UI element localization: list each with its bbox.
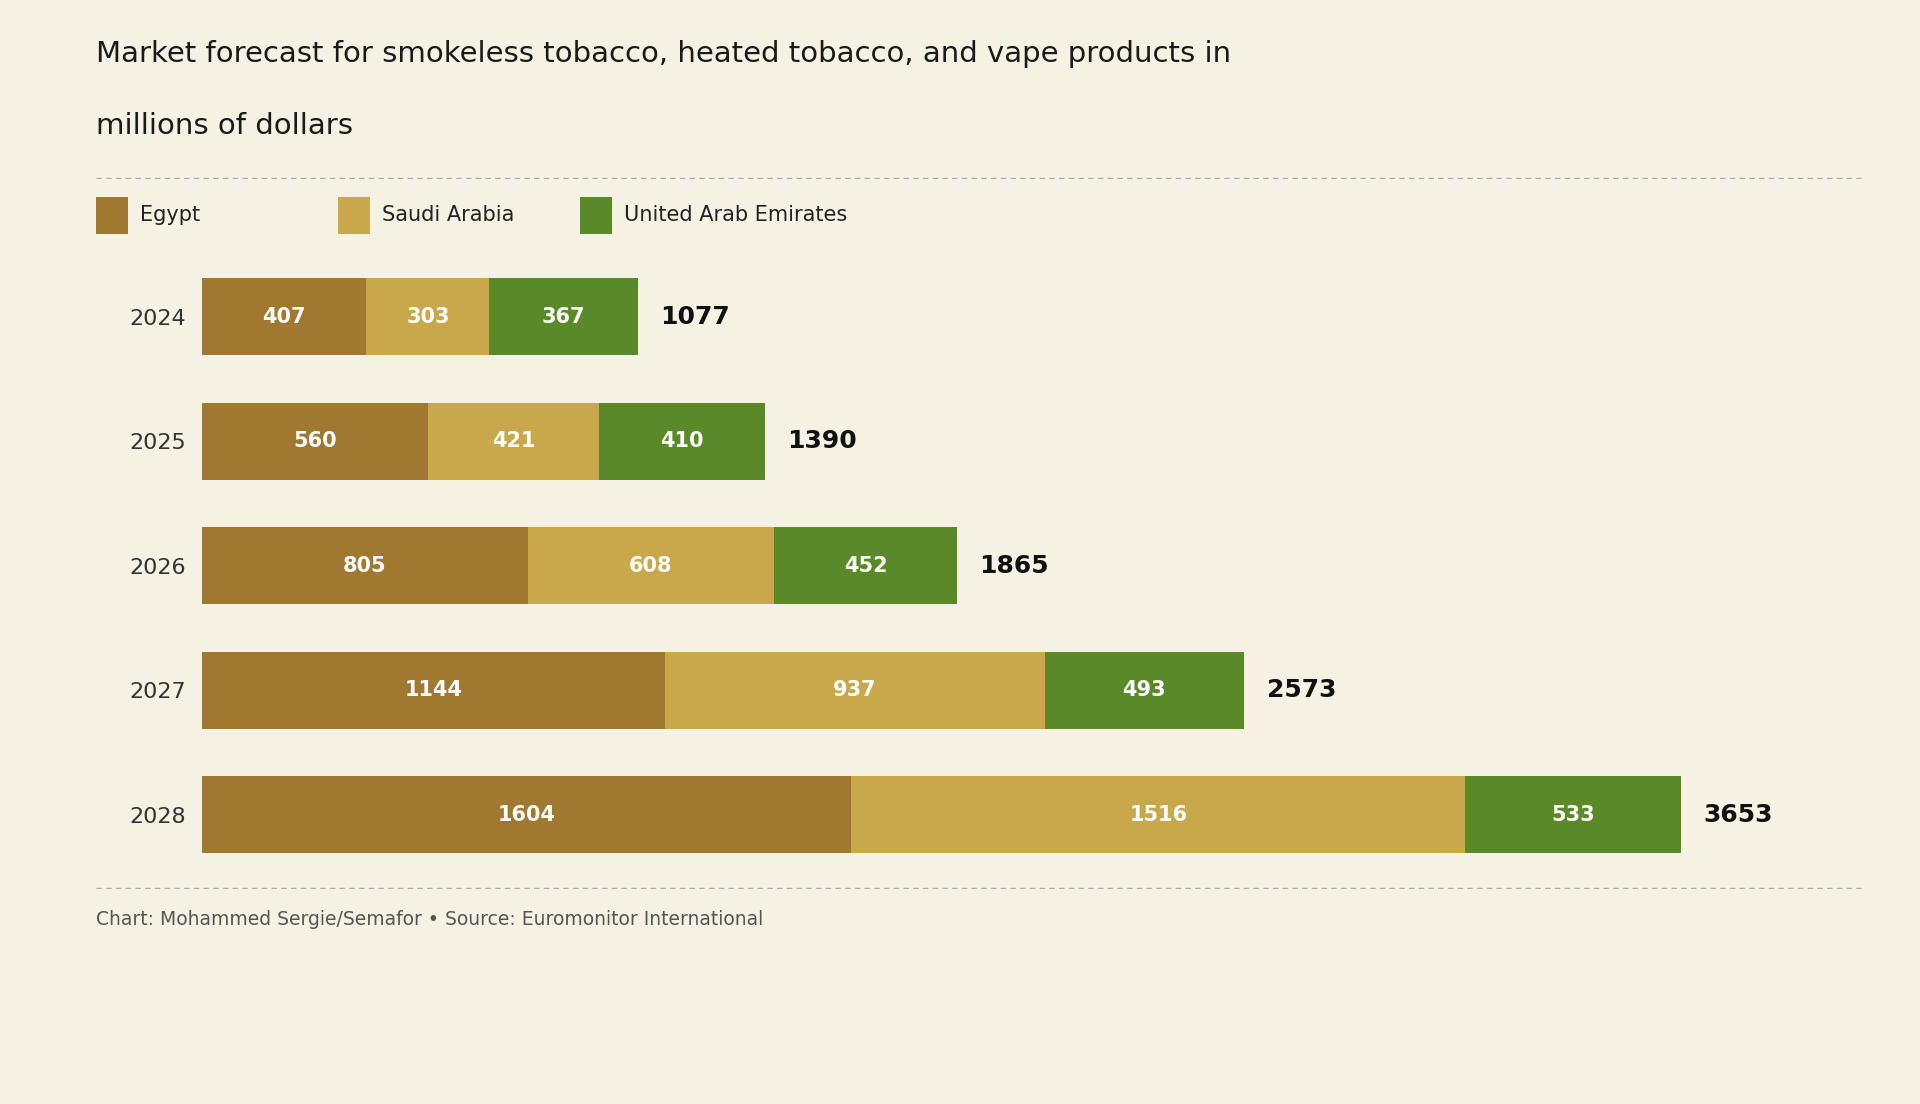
Text: 367: 367 bbox=[541, 307, 586, 327]
Text: 805: 805 bbox=[344, 555, 386, 576]
Text: Saudi Arabia: Saudi Arabia bbox=[382, 205, 515, 225]
Text: 303: 303 bbox=[407, 307, 449, 327]
Bar bbox=[490, 278, 637, 355]
Text: 2573: 2573 bbox=[1267, 678, 1336, 702]
Bar bbox=[774, 528, 956, 604]
Bar bbox=[202, 651, 664, 729]
FancyBboxPatch shape bbox=[580, 198, 612, 234]
Bar bbox=[367, 278, 490, 355]
Bar bbox=[428, 403, 599, 480]
Text: 493: 493 bbox=[1123, 680, 1165, 700]
Text: 1077: 1077 bbox=[660, 305, 730, 329]
Text: 3653: 3653 bbox=[1703, 803, 1772, 827]
Bar bbox=[1465, 776, 1682, 853]
Text: 410: 410 bbox=[660, 432, 705, 452]
Bar bbox=[599, 403, 764, 480]
Bar bbox=[1044, 651, 1244, 729]
Bar bbox=[528, 528, 774, 604]
Text: United Arab Emirates: United Arab Emirates bbox=[624, 205, 847, 225]
Text: 452: 452 bbox=[843, 555, 887, 576]
Text: 533: 533 bbox=[1551, 805, 1596, 825]
Text: 1390: 1390 bbox=[787, 429, 856, 454]
Text: millions of dollars: millions of dollars bbox=[96, 113, 353, 140]
Text: 608: 608 bbox=[630, 555, 672, 576]
Text: Market forecast for smokeless tobacco, heated tobacco, and vape products in: Market forecast for smokeless tobacco, h… bbox=[96, 41, 1231, 68]
Text: 1865: 1865 bbox=[979, 554, 1048, 577]
Bar bbox=[202, 528, 528, 604]
Text: 1516: 1516 bbox=[1129, 805, 1187, 825]
Text: SEMAFOR: SEMAFOR bbox=[94, 1006, 334, 1049]
Bar bbox=[202, 403, 428, 480]
FancyBboxPatch shape bbox=[338, 198, 371, 234]
Bar bbox=[202, 278, 367, 355]
Bar bbox=[851, 776, 1465, 853]
Text: 421: 421 bbox=[492, 432, 536, 452]
Text: 1144: 1144 bbox=[405, 680, 463, 700]
Text: 560: 560 bbox=[294, 432, 336, 452]
Bar bbox=[664, 651, 1044, 729]
Text: 1604: 1604 bbox=[497, 805, 555, 825]
Text: 937: 937 bbox=[833, 680, 877, 700]
Text: Chart: Mohammed Sergie/Semafor • Source: Euromonitor International: Chart: Mohammed Sergie/Semafor • Source:… bbox=[96, 910, 764, 930]
Text: Egypt: Egypt bbox=[140, 205, 200, 225]
Bar bbox=[202, 776, 851, 853]
Text: 407: 407 bbox=[263, 307, 305, 327]
FancyBboxPatch shape bbox=[96, 198, 129, 234]
